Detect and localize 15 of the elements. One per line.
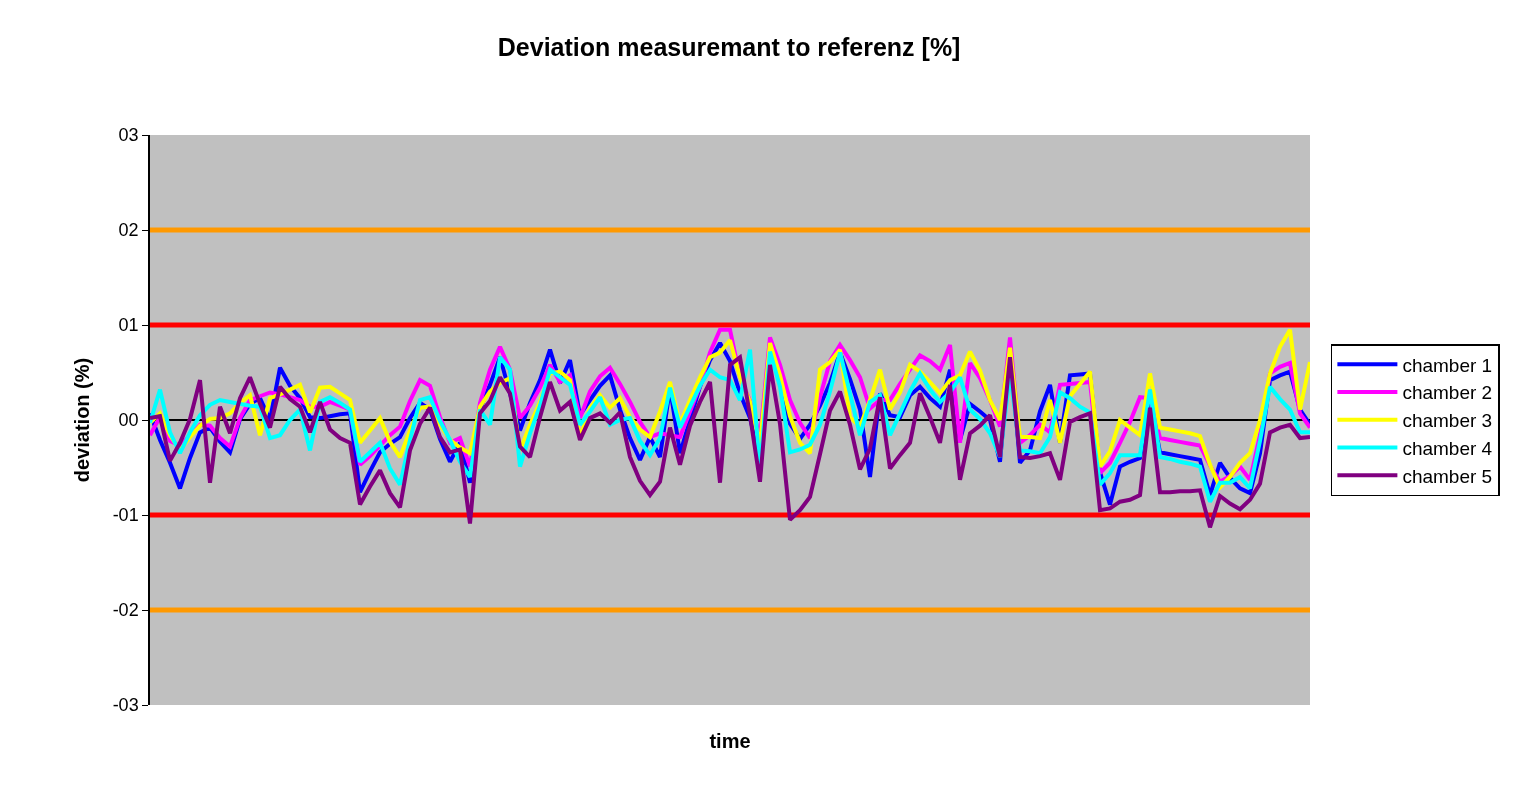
y-tick-label: 01: [118, 315, 139, 336]
legend-label: chamber 3: [1402, 410, 1493, 432]
y-tick-label: 03: [118, 125, 139, 146]
y-tick-label: -02: [112, 600, 139, 621]
y-tick-label: 00: [118, 410, 139, 431]
legend-label: chamber 5: [1402, 465, 1493, 487]
y-tick-label: -01: [112, 505, 139, 526]
y-tick-label: -03: [112, 695, 139, 716]
x-axis-title: time: [709, 729, 751, 752]
y-tick-label: 02: [118, 220, 139, 241]
legend-label: chamber 1: [1402, 354, 1493, 376]
chart-title: Deviation measuremant to referenz [%]: [497, 33, 961, 62]
legend-label: chamber 4: [1402, 437, 1493, 459]
y-axis-title: deviation (%): [70, 357, 93, 483]
legend-label: chamber 2: [1402, 382, 1493, 404]
